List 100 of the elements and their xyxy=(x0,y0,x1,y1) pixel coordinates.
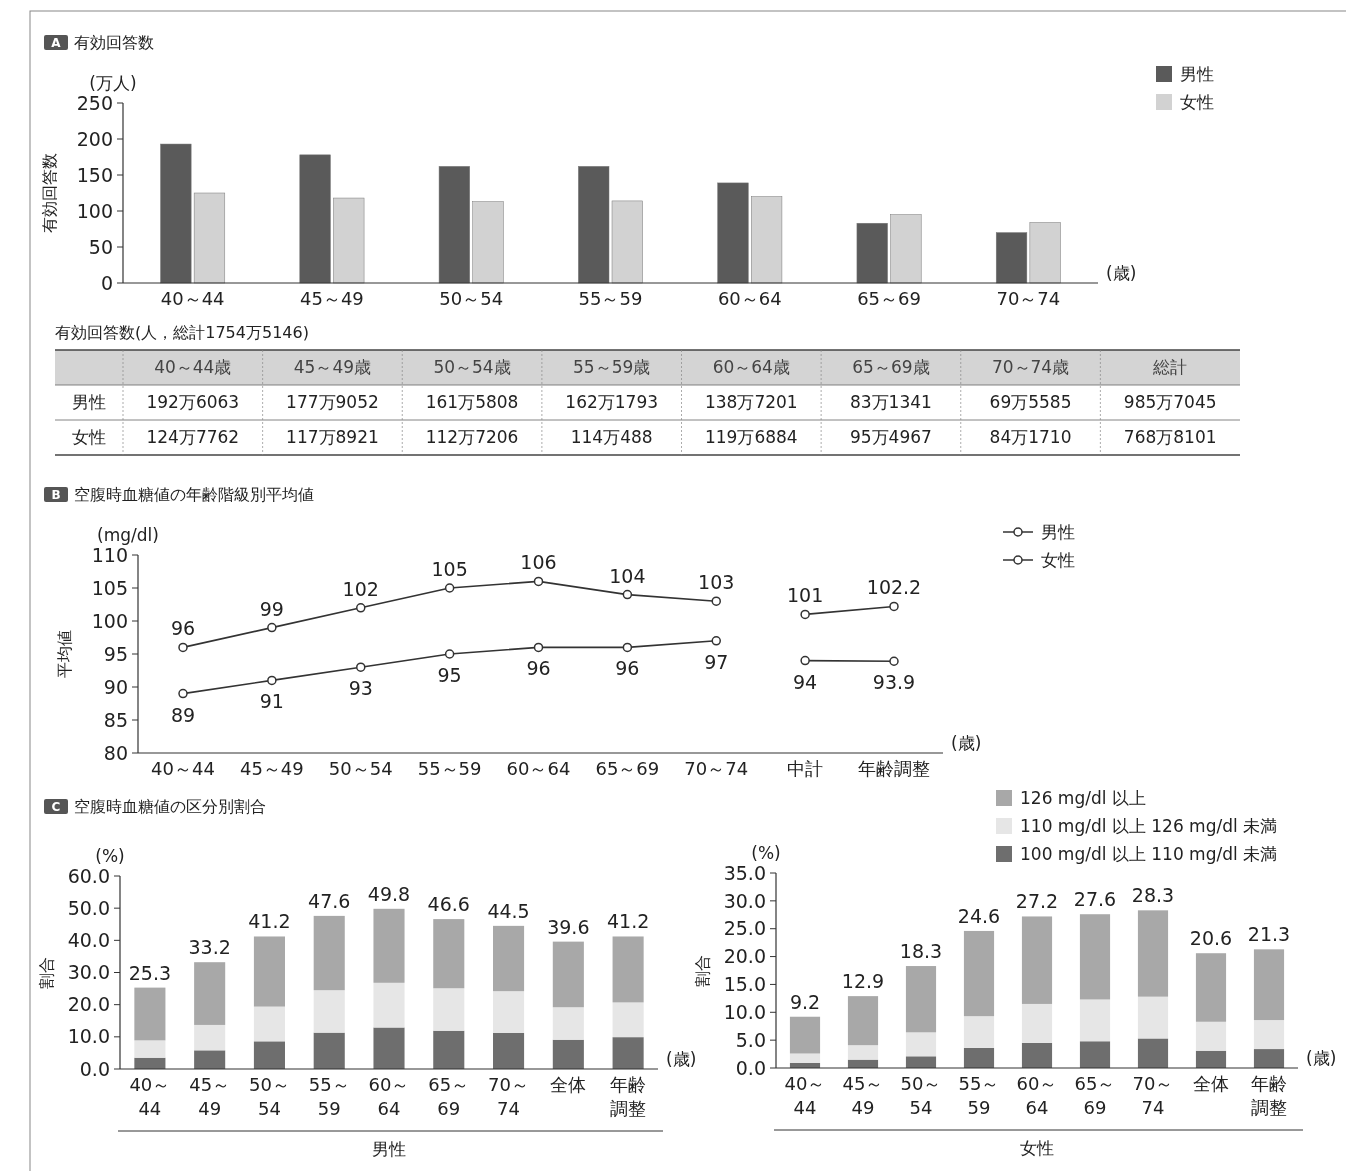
bar xyxy=(194,1050,226,1069)
y-tick-label: 250 xyxy=(76,91,113,114)
data-label: 96 xyxy=(526,657,551,680)
bar xyxy=(847,996,879,1046)
data-label: 94 xyxy=(793,670,818,693)
text: 114万488 xyxy=(570,427,653,448)
y-tick-label: 30.0 xyxy=(67,961,110,984)
data-label: 96 xyxy=(615,657,640,680)
category-label: 女性 xyxy=(72,427,106,448)
text: 有効回答数(人，総計1754万5146) xyxy=(55,323,309,342)
y-tick-label: 25.0 xyxy=(723,917,766,940)
bar xyxy=(194,1024,226,1051)
bar xyxy=(438,166,470,284)
bar xyxy=(313,990,345,1033)
y-tick-label: 10.0 xyxy=(67,1025,110,1048)
point xyxy=(178,642,188,653)
category-label: 総計 xyxy=(1152,357,1188,378)
bar xyxy=(373,908,405,983)
legend-label: 女性 xyxy=(1180,91,1214,112)
y-tick-label: 20.0 xyxy=(67,993,110,1016)
y-tick-label: 0.0 xyxy=(735,1056,766,1079)
text: (万人) xyxy=(89,73,137,93)
bar xyxy=(847,1045,879,1060)
bar xyxy=(134,1040,166,1058)
x-tick-label: 50～54 xyxy=(900,1073,942,1118)
category-label: 55～59歳 xyxy=(573,357,651,378)
y-tick-label: 95 xyxy=(103,642,128,665)
category-label: 男性 xyxy=(72,392,106,413)
text: 83万1341 xyxy=(849,392,932,413)
category-label: 45～49歳 xyxy=(293,357,372,378)
bar xyxy=(493,925,525,992)
total-label: 21.3 xyxy=(1247,923,1291,946)
data-label: 89 xyxy=(170,703,196,726)
x-tick-label: 65～69 xyxy=(595,758,660,779)
point xyxy=(711,596,721,606)
total-label: 33.2 xyxy=(188,936,231,959)
x-axis-title: 男性 xyxy=(372,1139,406,1159)
bar xyxy=(1079,1041,1111,1068)
y-tick-label: 85 xyxy=(103,708,128,731)
category-label: 65～69歳 xyxy=(852,357,930,378)
chart-title: C 空腹時血糖値の区分別割合 xyxy=(51,797,266,816)
legend-label: 女性 xyxy=(1041,549,1075,570)
text: (%) xyxy=(751,843,781,863)
point xyxy=(889,601,899,612)
bar xyxy=(905,1056,937,1068)
data-label: 105 xyxy=(431,558,468,580)
y-axis-title: 割合 xyxy=(693,954,712,987)
text: 124万7762 xyxy=(146,427,240,448)
data-label: 101 xyxy=(786,584,824,607)
point xyxy=(711,636,721,646)
x-tick-label: 70～74 xyxy=(1132,1073,1174,1118)
total-label: 46.6 xyxy=(427,893,470,916)
total-label: 9.2 xyxy=(789,990,821,1013)
data-label: 106 xyxy=(520,551,557,574)
total-label: 41.2 xyxy=(606,910,650,933)
x-tick-label: 40～44 xyxy=(151,758,215,779)
legend-label: 100 mg/dl 以上 110 mg/dl 未満 xyxy=(1020,843,1278,864)
point xyxy=(444,649,455,659)
y-tick-label: 100 xyxy=(76,199,113,222)
y-tick-label: 20.0 xyxy=(723,945,766,968)
bar xyxy=(1195,953,1227,1022)
bar xyxy=(313,1032,345,1069)
total-label: 28.3 xyxy=(1131,884,1175,907)
point xyxy=(889,656,899,667)
x-tick-label: 70～74 xyxy=(488,1074,530,1119)
total-label: 49.8 xyxy=(367,882,411,905)
y-tick-label: 200 xyxy=(76,127,113,150)
bar xyxy=(253,936,285,1007)
text: 985万7045 xyxy=(1123,392,1217,413)
bar xyxy=(751,196,783,284)
point xyxy=(800,609,810,620)
x-tick-label: 60～64 xyxy=(1016,1073,1058,1118)
point xyxy=(622,589,633,600)
total-label: 27.6 xyxy=(1073,888,1117,911)
bar xyxy=(1021,916,1053,1004)
x-tick-label: 40～44 xyxy=(160,288,225,309)
x-tick-label: 70～74 xyxy=(996,288,1061,309)
text: (歳) xyxy=(666,1049,697,1069)
data-label: 104 xyxy=(609,564,646,587)
x-tick-label: 40～44 xyxy=(129,1074,171,1119)
bar xyxy=(1137,1038,1169,1068)
bar xyxy=(905,966,937,1033)
total-label: 41.2 xyxy=(248,910,291,933)
total-label: 12.9 xyxy=(841,970,885,993)
data-label: 93.9 xyxy=(872,671,916,694)
bar xyxy=(373,982,405,1028)
point xyxy=(800,655,810,666)
bar xyxy=(1079,999,1111,1042)
x-tick-label: 55～59 xyxy=(308,1074,350,1119)
y-tick-label: 150 xyxy=(76,163,113,186)
x-tick-label: 55～59 xyxy=(958,1073,1000,1118)
bar xyxy=(1253,949,1285,1021)
bar xyxy=(612,936,644,1003)
total-label: 25.3 xyxy=(128,961,172,984)
x-tick-label: 50～54 xyxy=(328,758,393,779)
point xyxy=(533,576,544,587)
x-tick-label: 中計 xyxy=(787,758,824,779)
chart-title: B 空腹時血糖値の年齢階級別平均値 xyxy=(51,485,314,504)
x-tick-label: 65～69 xyxy=(1074,1073,1116,1118)
text: 177万9052 xyxy=(286,392,379,413)
